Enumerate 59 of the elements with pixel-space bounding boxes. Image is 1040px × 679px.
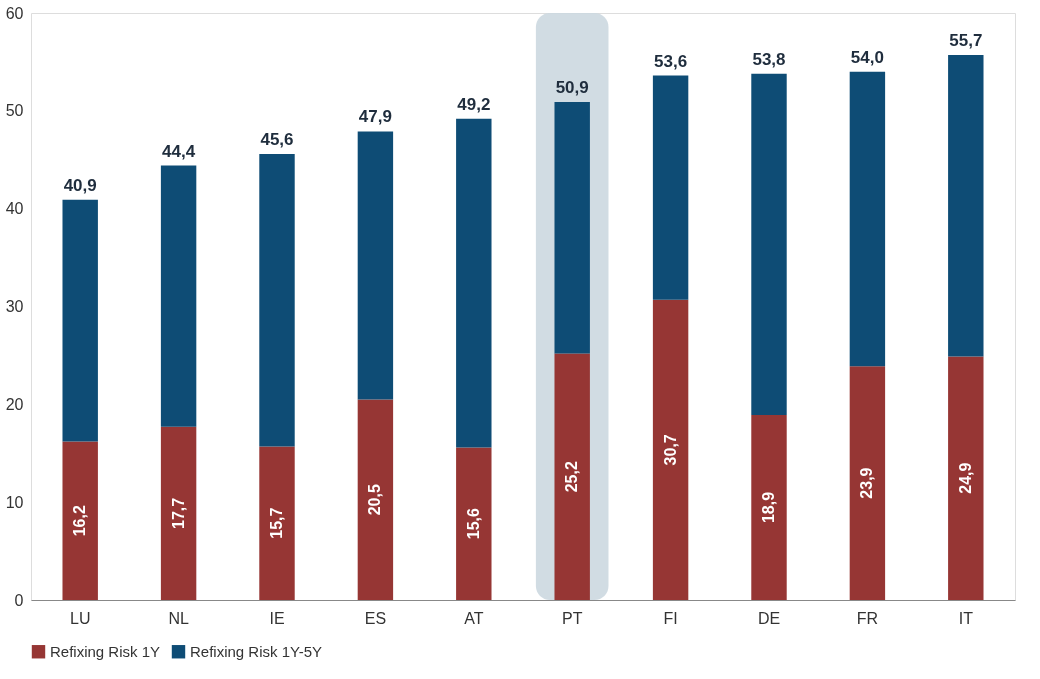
y-tick-label: 10 xyxy=(5,493,24,511)
bar xyxy=(357,131,394,400)
total-label: 53,8 xyxy=(752,49,786,69)
total-label: 53,6 xyxy=(654,51,688,71)
bar xyxy=(357,399,394,600)
data-label: 20,5 xyxy=(366,484,384,516)
total-label: 47,9 xyxy=(358,107,392,127)
bar xyxy=(259,446,295,600)
bar xyxy=(554,353,590,600)
bar xyxy=(456,118,492,448)
data-label: 18,9 xyxy=(760,491,777,524)
x-tick-label: IT xyxy=(958,609,974,627)
y-tick-label: 60 xyxy=(5,4,24,22)
data-label: 24,9 xyxy=(956,462,974,494)
bar xyxy=(751,415,787,600)
bar xyxy=(259,153,295,447)
bar xyxy=(62,441,98,600)
y-tick-label: 0 xyxy=(14,591,24,609)
y-tick-label: 30 xyxy=(5,298,24,315)
data-label: 15,6 xyxy=(464,508,482,540)
total-label: 54,0 xyxy=(850,47,884,67)
x-tick-label: ES xyxy=(364,609,387,627)
bar xyxy=(554,102,590,354)
bar xyxy=(652,299,689,600)
bar xyxy=(751,73,787,416)
x-tick-label: IE xyxy=(269,609,285,627)
total-label: 44,4 xyxy=(162,141,196,161)
x-tick-label: AT xyxy=(464,609,484,627)
total-label: 45,6 xyxy=(260,129,294,149)
data-label: 17,7 xyxy=(169,497,187,529)
total-label: 49,2 xyxy=(457,94,491,114)
bar xyxy=(652,75,689,300)
x-tick-label: FR xyxy=(856,609,879,627)
bar xyxy=(948,55,984,357)
bar xyxy=(456,447,492,600)
data-label: 16,2 xyxy=(71,505,89,537)
legend-label: Refixing Risk 1Y xyxy=(50,642,161,660)
bar xyxy=(62,199,98,442)
total-label: 40,9 xyxy=(63,175,97,195)
legend-label: Refixing Risk 1Y-5Y xyxy=(190,642,323,660)
total-label: 55,7 xyxy=(949,31,983,51)
bar xyxy=(849,71,886,367)
y-tick-label: 50 xyxy=(5,102,24,120)
x-tick-label: DE xyxy=(757,609,781,627)
x-tick-label: FI xyxy=(663,609,678,627)
data-label: 23,9 xyxy=(858,467,876,499)
data-label: 30,7 xyxy=(661,434,679,466)
data-label: 25,2 xyxy=(563,461,581,493)
bar xyxy=(160,426,197,600)
bar xyxy=(849,366,886,600)
y-tick-label: 20 xyxy=(5,395,24,413)
x-tick-label: NL xyxy=(168,609,189,627)
y-tick-label: 40 xyxy=(5,200,24,218)
data-label: 15,7 xyxy=(268,507,285,539)
x-tick-label: LU xyxy=(69,609,91,627)
bar xyxy=(160,165,197,427)
x-tick-label: PT xyxy=(561,609,583,627)
total-label: 50,9 xyxy=(555,78,589,98)
bar xyxy=(948,356,984,600)
